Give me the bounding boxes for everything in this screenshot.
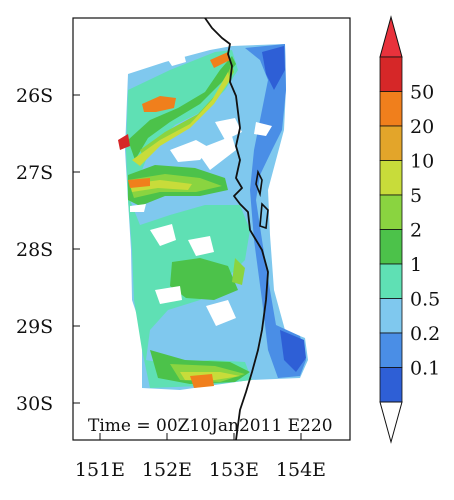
colorbar: 50 20 10 5 2 1 0.5 0.2 0.1	[379, 15, 440, 444]
longitude-axis: 151E 152E 153E 154E	[75, 433, 326, 481]
latitude-axis: 26S 27S 28S 29S 30S	[16, 85, 80, 415]
colorbar-segment	[379, 160, 403, 196]
colorbar-segment	[379, 91, 403, 127]
colorbar-segment	[379, 332, 403, 368]
lat-tick-label: 30S	[16, 393, 53, 415]
time-label: Time = 00Z10Jan2011 E220	[88, 416, 333, 436]
colorbar-label: 1	[410, 254, 422, 276]
colorbar-segment	[379, 125, 403, 161]
colorbar-segment	[379, 194, 403, 230]
colorbar-label: 50	[410, 82, 434, 104]
lat-tick-label: 29S	[16, 316, 53, 338]
colorbar-label: 5	[410, 185, 422, 207]
colorbar-segment	[379, 367, 403, 403]
lon-tick-label: 153E	[209, 459, 259, 481]
colorbar-label: 0.5	[410, 289, 440, 311]
coastline	[204, 18, 269, 440]
lat-tick-label: 27S	[16, 162, 53, 184]
colorbar-label: 20	[410, 116, 434, 138]
precipitation-field	[118, 44, 308, 390]
colorbar-label: 0.2	[410, 323, 440, 345]
lat-tick-label: 26S	[16, 85, 53, 107]
field-ocean-deep	[262, 46, 306, 372]
colorbar-label: 2	[410, 220, 422, 242]
lon-tick-label: 151E	[75, 459, 125, 481]
lon-tick-label: 152E	[142, 459, 192, 481]
field-cyan-zone	[126, 50, 252, 388]
colorbar-bottom-arrow	[379, 401, 403, 444]
colorbar-segment	[379, 298, 403, 334]
colorbar-top-arrow	[379, 15, 403, 58]
lon-tick-label: 154E	[276, 459, 326, 481]
colorbar-segment	[379, 263, 403, 299]
colorbar-label: 10	[410, 151, 434, 173]
colorbar-label: 0.1	[410, 358, 440, 380]
field-gaps	[130, 54, 272, 326]
lat-tick-label: 28S	[16, 239, 53, 261]
colorbar-segment	[379, 56, 403, 92]
colorbar-segment	[379, 229, 403, 265]
field-red	[118, 134, 130, 150]
plot-frame	[72, 17, 351, 441]
